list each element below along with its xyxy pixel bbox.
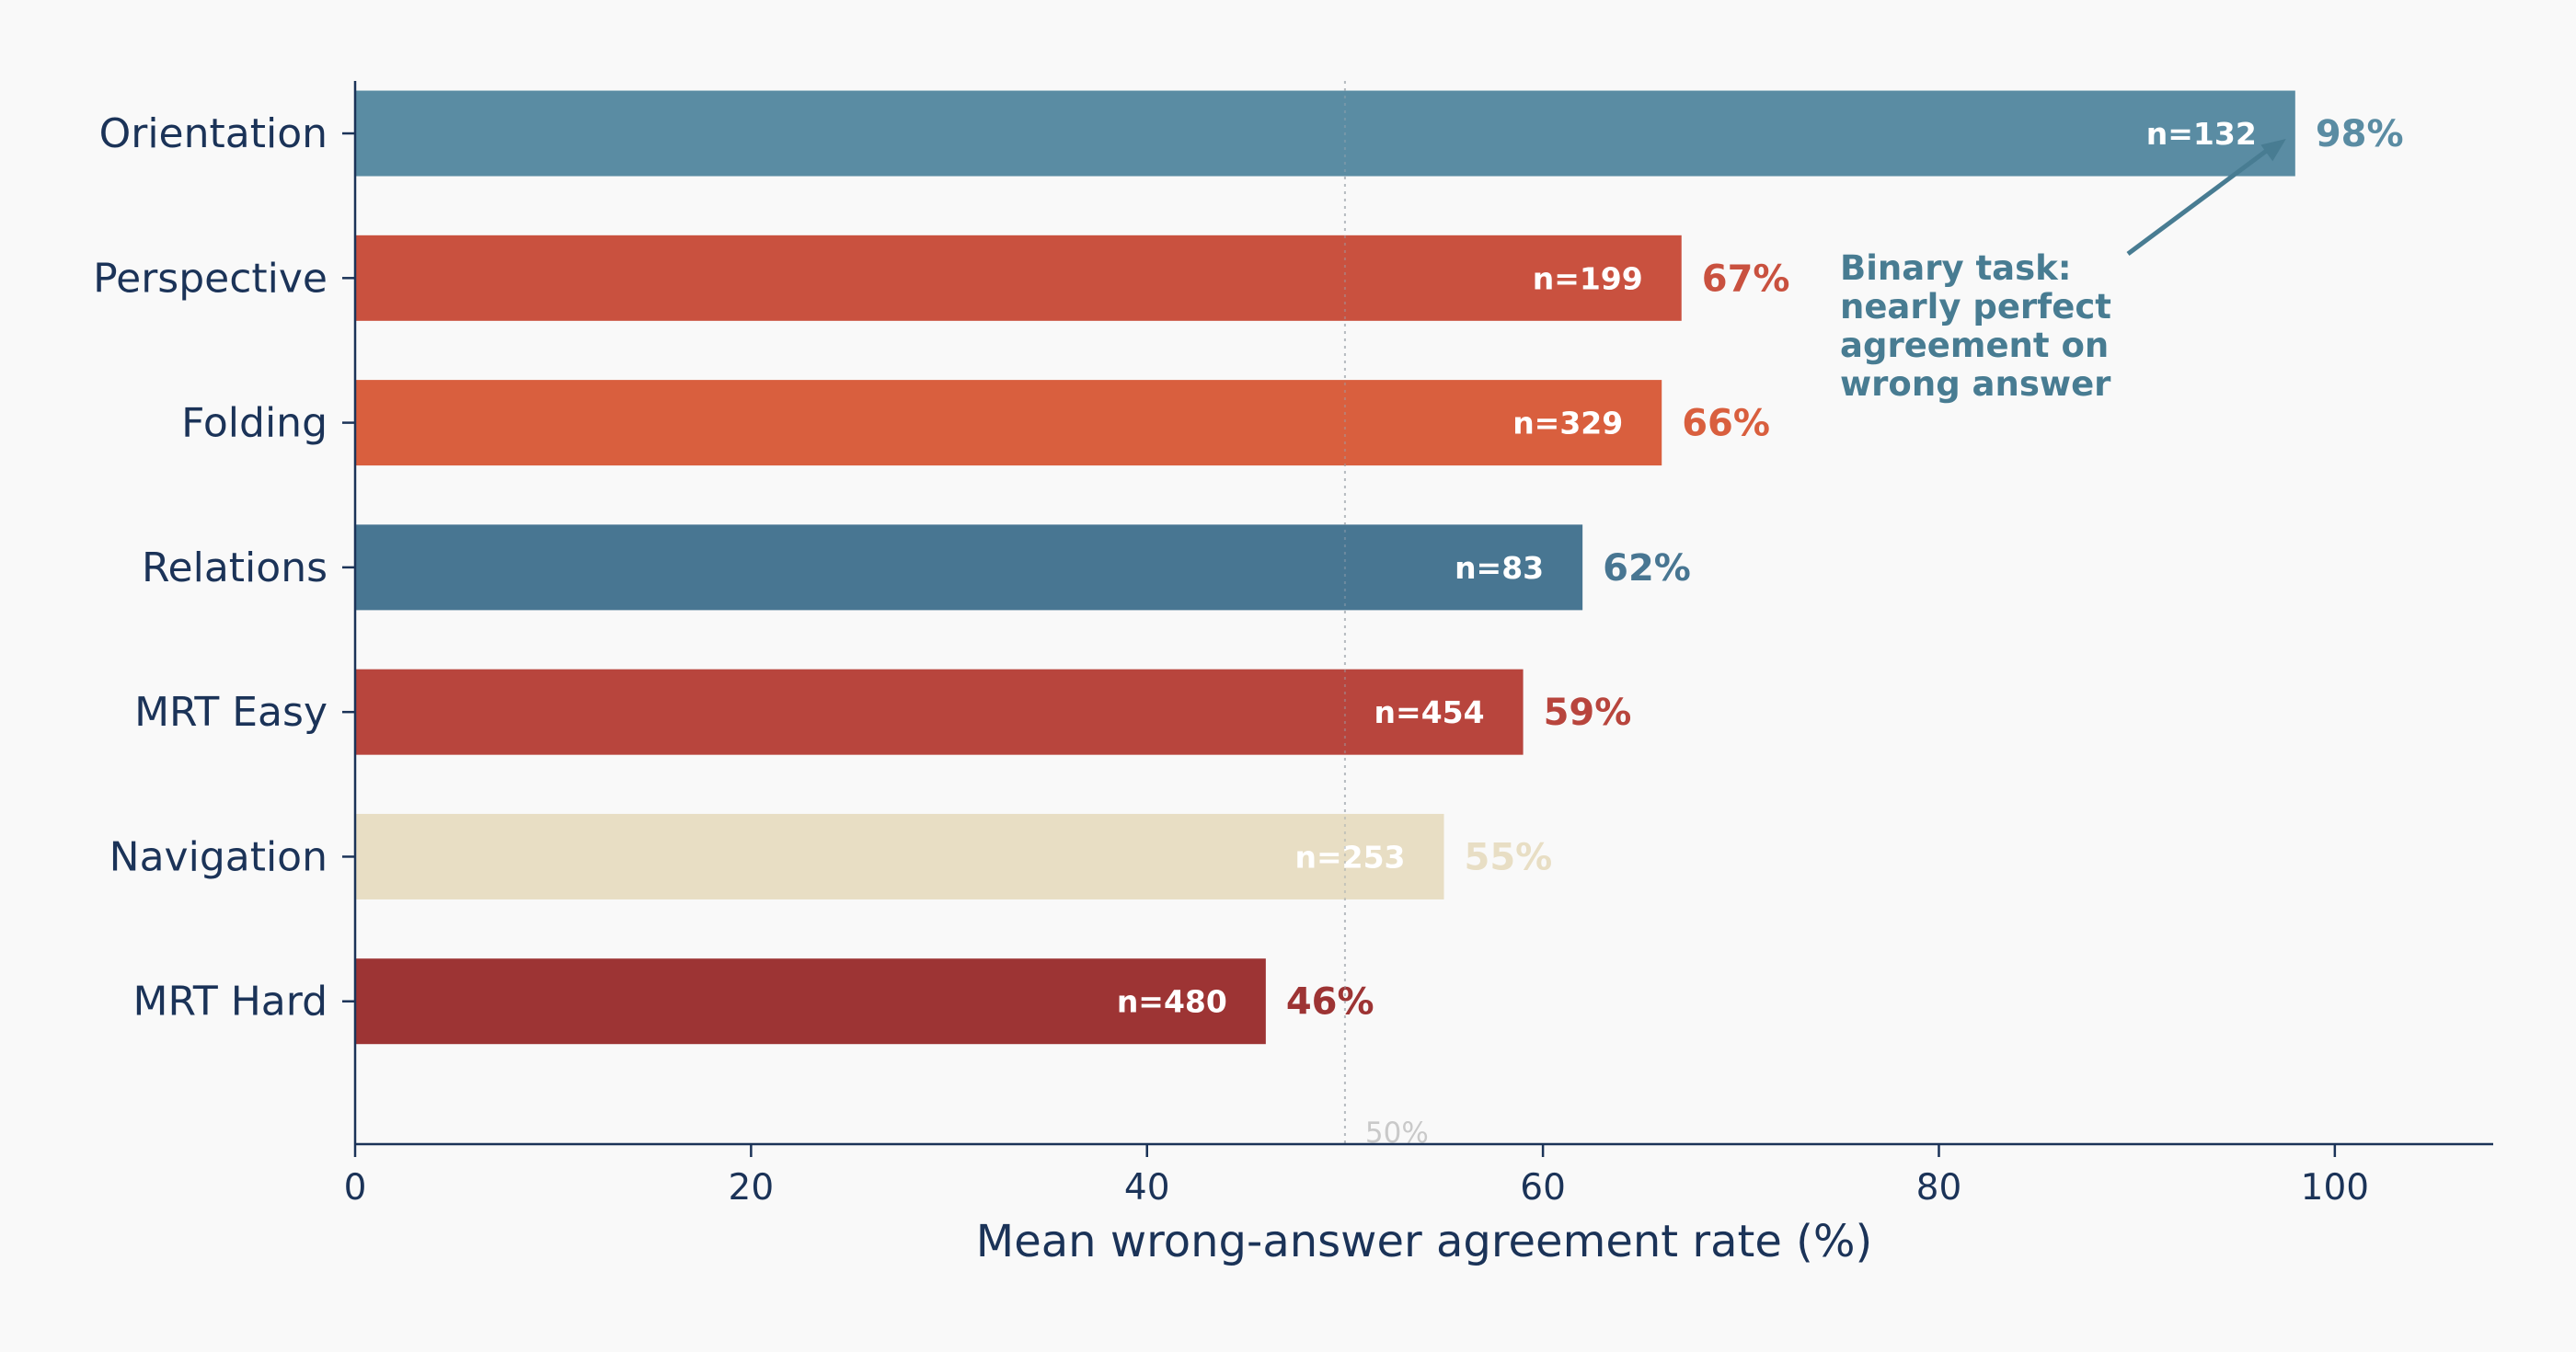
- n-label: n=199: [1533, 260, 1643, 296]
- x-tick-label: 20: [729, 1167, 775, 1209]
- x-tick-label: 100: [2301, 1167, 2369, 1209]
- n-label: n=253: [1294, 839, 1405, 875]
- bar-navigation: [355, 813, 1444, 899]
- value-label: 67%: [1702, 258, 1790, 300]
- annotation-arrow-head: [2260, 139, 2286, 162]
- annotation-text-line: nearly perfect: [1840, 287, 2111, 327]
- value-label: 66%: [1682, 403, 1770, 445]
- x-tick-label: 0: [344, 1167, 367, 1209]
- annotation-text-line: wrong answer: [1840, 364, 2111, 404]
- category-label: Perspective: [93, 255, 328, 302]
- n-label: n=83: [1455, 550, 1544, 586]
- category-label: Navigation: [109, 833, 328, 880]
- x-tick-label: 80: [1916, 1167, 1962, 1209]
- category-label: MRT Hard: [133, 979, 328, 1025]
- category-label: MRT Easy: [134, 689, 328, 736]
- bar-mrt-hard: [355, 958, 1266, 1045]
- annotation-text-line: agreement on: [1840, 326, 2109, 365]
- bar-relations: [355, 524, 1583, 611]
- x-tick-label: 60: [1520, 1167, 1566, 1209]
- bar-perspective: [355, 235, 1682, 321]
- value-label: 55%: [1465, 836, 1553, 878]
- n-label: n=480: [1117, 984, 1227, 1020]
- plot-area: n=132 98% Orientation n=199 67% Perspective n=…: [93, 81, 2493, 1267]
- n-label: n=132: [2146, 116, 2257, 152]
- value-label: 59%: [1544, 692, 1632, 734]
- annotation-arrow-shaft: [2126, 143, 2277, 257]
- n-label: n=329: [1512, 406, 1623, 441]
- annotation-text-line: Binary task:: [1840, 248, 2072, 288]
- value-label: 46%: [1286, 981, 1374, 1024]
- n-label: n=454: [1374, 694, 1485, 730]
- value-label: 62%: [1603, 547, 1691, 590]
- category-label: Folding: [181, 400, 328, 447]
- value-label: 98%: [2316, 113, 2404, 155]
- bar-mrt-easy: [355, 669, 1524, 755]
- x-axis-title: Mean wrong-answer agreement rate (%): [976, 1216, 1872, 1267]
- category-label: Orientation: [99, 110, 328, 157]
- category-label: Relations: [142, 544, 328, 591]
- bar-folding: [355, 380, 1662, 466]
- bar-orientation: [355, 90, 2295, 177]
- x-tick-label: 40: [1124, 1167, 1170, 1209]
